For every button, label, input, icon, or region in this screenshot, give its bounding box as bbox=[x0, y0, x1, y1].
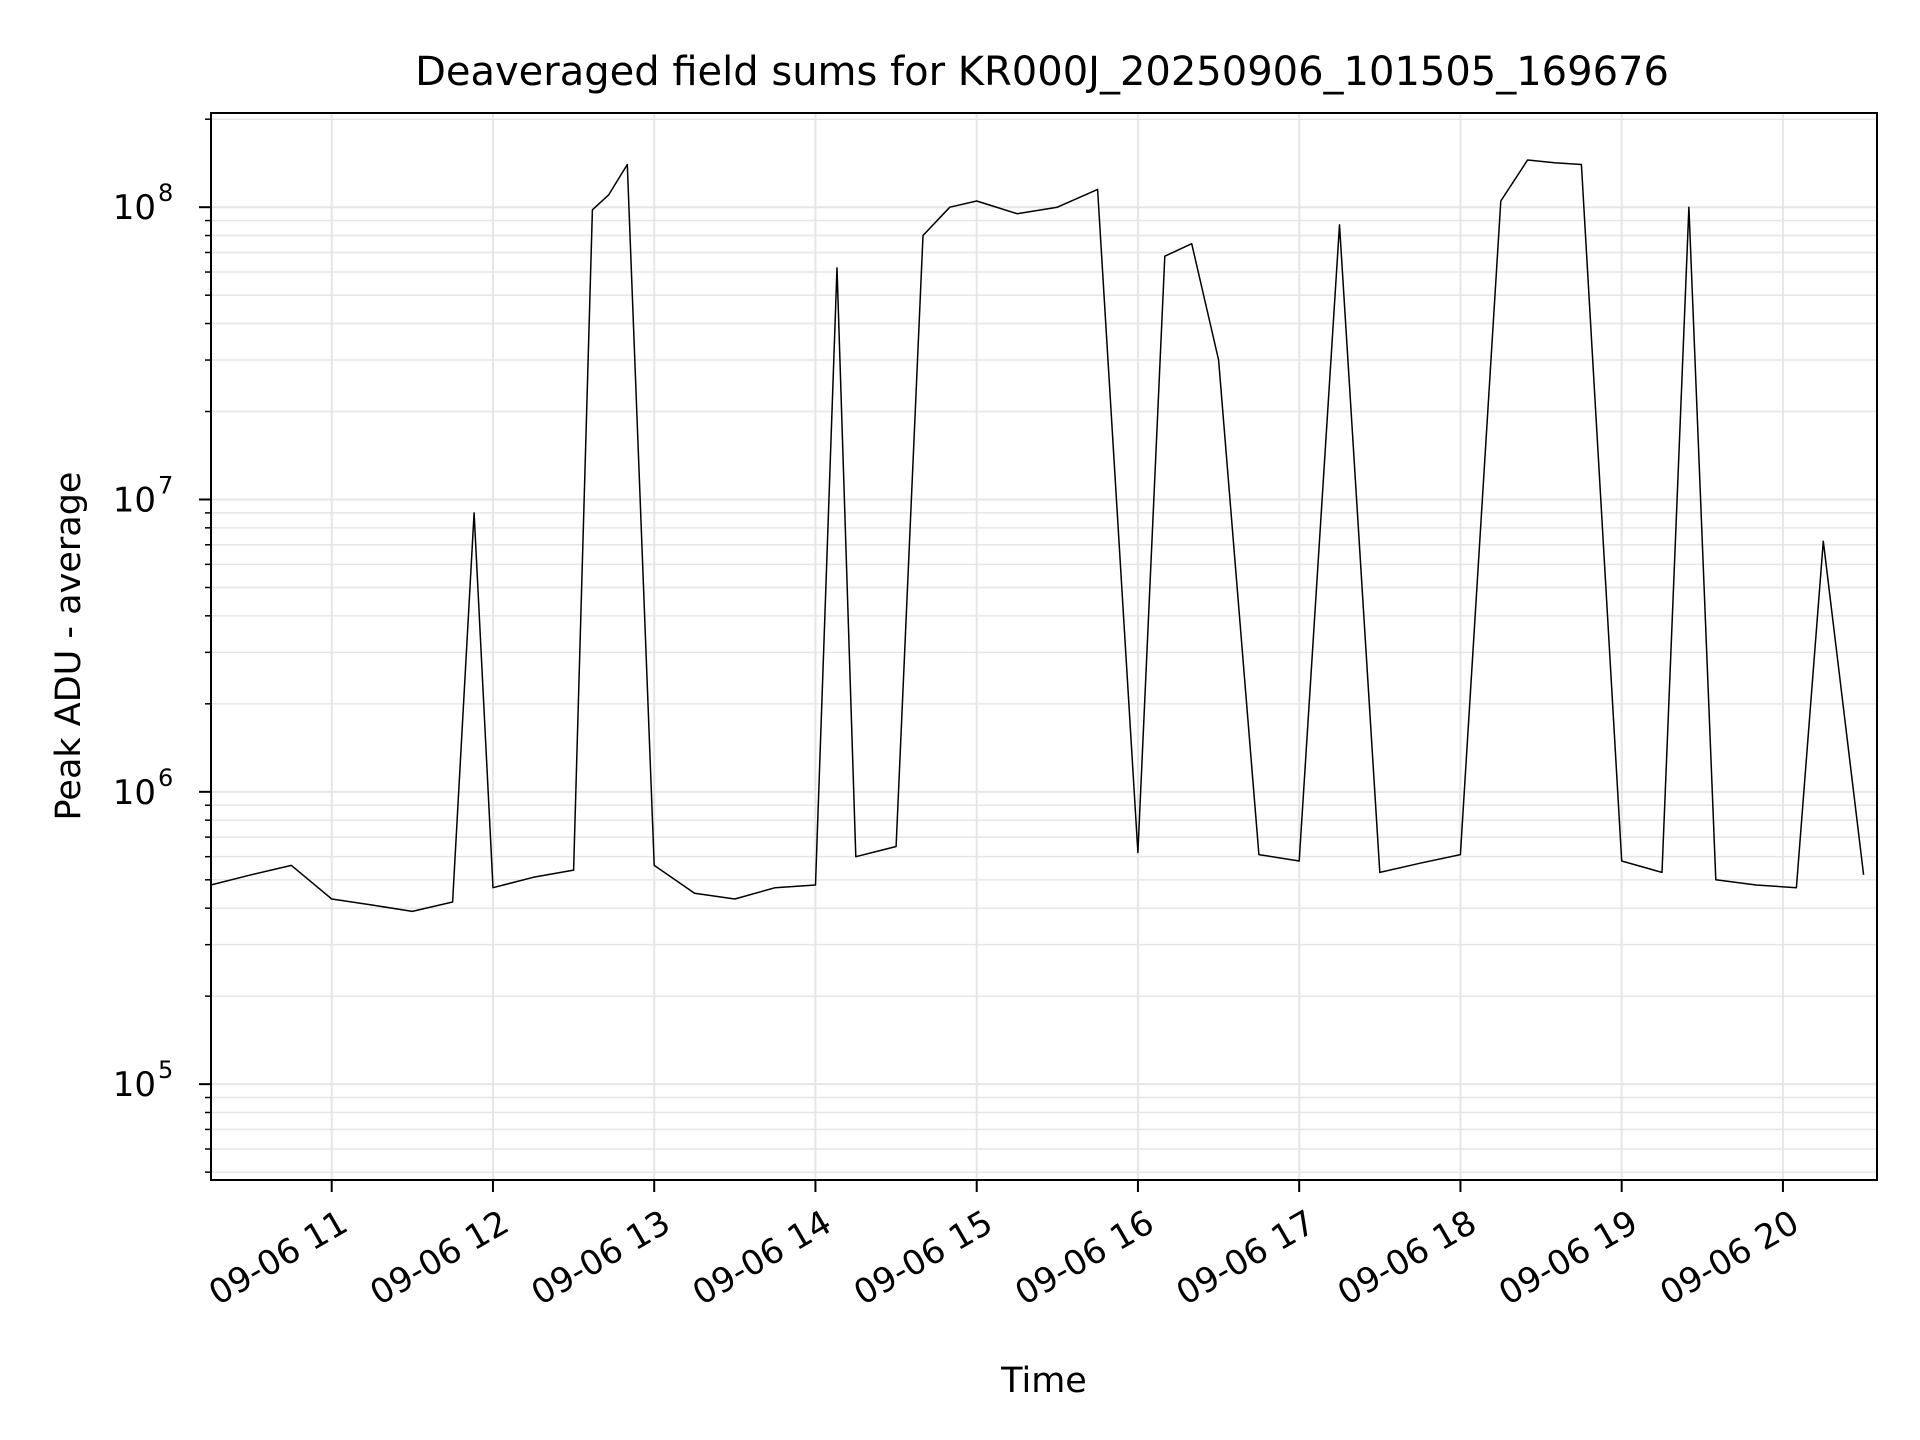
y-tick-label: 10 bbox=[113, 1065, 156, 1105]
y-tick-exponent: 6 bbox=[158, 764, 173, 792]
y-axis-label: Peak ADU - average bbox=[49, 472, 89, 821]
chart-title: Deaveraged field sums for KR000J_2025090… bbox=[415, 49, 1669, 95]
y-tick-label: 10 bbox=[113, 773, 156, 813]
y-tick-label: 10 bbox=[113, 481, 156, 521]
series-line bbox=[210, 159, 1865, 913]
series-0-line bbox=[210, 159, 1865, 913]
y-tick-exponent: 7 bbox=[158, 472, 173, 500]
y-tick-exponent: 5 bbox=[158, 1056, 173, 1084]
x-axis-label: Time bbox=[1000, 1361, 1087, 1401]
plot-frame bbox=[210, 112, 1878, 1181]
y-tick-exponent: 8 bbox=[158, 179, 173, 207]
grid-lines bbox=[211, 113, 1877, 1180]
y-tick-label: 10 bbox=[113, 188, 156, 228]
